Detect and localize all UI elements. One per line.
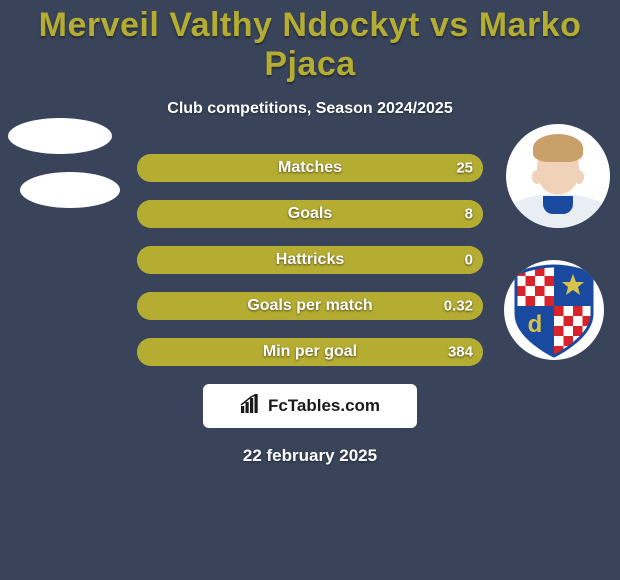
stats-area: Matches 25 Goals 8 Hattricks 0 Goals per match… bbox=[0, 154, 620, 366]
stat-value-right: 0.32 bbox=[444, 298, 473, 315]
stat-label: Hattricks bbox=[276, 251, 344, 269]
stat-label: Goals bbox=[288, 205, 332, 223]
page-title: Merveil Valthy Ndockyt vs Marko Pjaca bbox=[0, 0, 620, 84]
logo-text: FcTables.com bbox=[268, 396, 380, 416]
stat-value-right: 384 bbox=[448, 344, 473, 361]
stat-value-right: 25 bbox=[456, 160, 473, 177]
stat-bar: Goals 8 bbox=[137, 200, 483, 228]
stat-bar: Matches 25 bbox=[137, 154, 483, 182]
stat-label: Matches bbox=[278, 159, 342, 177]
stat-label: Min per goal bbox=[263, 343, 357, 361]
stat-bar: Hattricks 0 bbox=[137, 246, 483, 274]
stat-bar: Goals per match 0.32 bbox=[137, 292, 483, 320]
player-left-avatar bbox=[8, 118, 112, 154]
date-label: 22 february 2025 bbox=[0, 446, 620, 466]
bar-chart-icon bbox=[240, 394, 262, 419]
stat-value-right: 0 bbox=[465, 252, 473, 269]
subtitle: Club competitions, Season 2024/2025 bbox=[0, 100, 620, 118]
stat-bar: Min per goal 384 bbox=[137, 338, 483, 366]
stat-label: Goals per match bbox=[247, 297, 372, 315]
stat-value-right: 8 bbox=[465, 206, 473, 223]
fctables-logo: FcTables.com bbox=[203, 384, 417, 428]
comparison-container: Merveil Valthy Ndockyt vs Marko Pjaca Cl… bbox=[0, 0, 620, 580]
